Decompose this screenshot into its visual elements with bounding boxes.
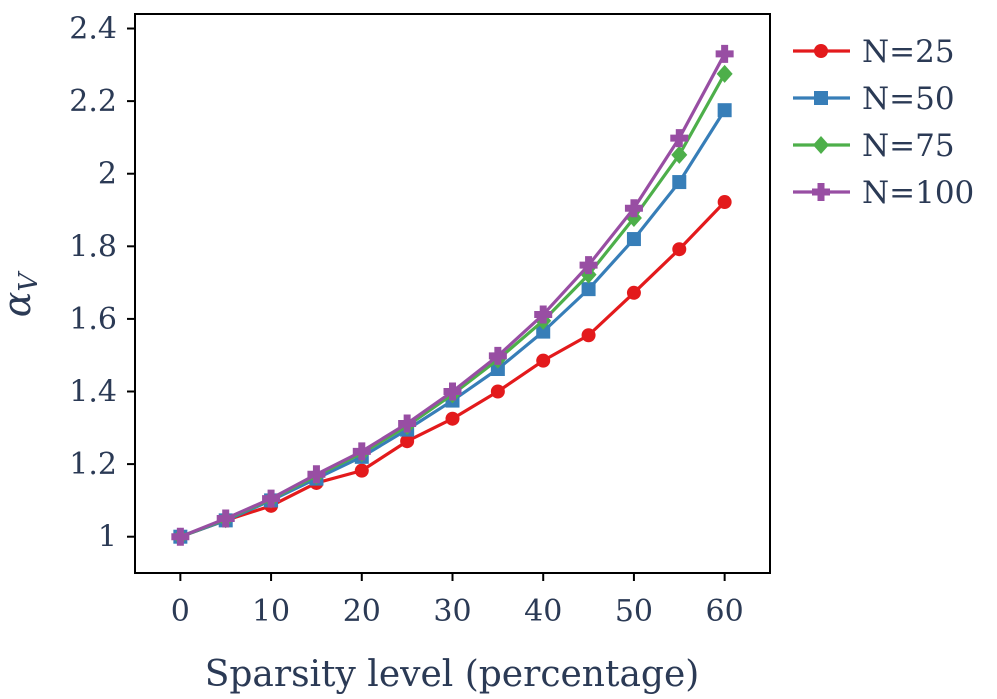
legend-item-n50: N=50 <box>793 81 955 117</box>
data-point-n100 <box>352 442 371 461</box>
series-n100 <box>171 44 734 546</box>
data-point-n100 <box>488 346 507 365</box>
legend-label: N=75 <box>862 128 955 164</box>
series-n50 <box>173 103 732 544</box>
data-point-n25 <box>536 353 551 368</box>
data-point-n50 <box>536 324 551 339</box>
y-tick-label: 1.4 <box>69 375 117 410</box>
data-point-n100 <box>307 465 326 484</box>
x-tick-label: 30 <box>433 594 471 629</box>
y-tick-label: 1 <box>98 520 117 555</box>
legend-marker <box>814 91 828 105</box>
data-point-n50 <box>717 103 732 118</box>
data-point-n100 <box>579 256 598 275</box>
data-point-n50 <box>626 232 641 247</box>
data-point-n50 <box>672 175 687 190</box>
y-axis-label-symbol: α <box>0 292 39 318</box>
legend-label: N=100 <box>862 175 974 211</box>
y-tick-label: 2 <box>98 157 117 192</box>
legend: N=25 N=50 N=75 N=100 <box>793 34 974 211</box>
data-point-n100 <box>443 382 462 401</box>
y-axis-ticks: 1 1.2 1.4 1.6 1.8 2 2.2 2.4 <box>69 12 135 555</box>
x-tick-label: 60 <box>706 594 744 629</box>
data-point-n50 <box>581 282 596 297</box>
x-tick-label: 50 <box>615 594 653 629</box>
data-point-n100 <box>262 489 281 508</box>
data-point-n75 <box>671 145 688 164</box>
data-point-n100 <box>715 44 734 63</box>
data-point-n100 <box>534 305 553 324</box>
data-point-n25 <box>717 195 732 210</box>
series-line-n25 <box>179 200 726 539</box>
plot-area-frame <box>134 13 771 574</box>
legend-item-n25: N=25 <box>793 34 955 70</box>
series-line-n75 <box>179 73 727 539</box>
svg-text:αV: αV <box>0 271 44 318</box>
data-point-n25 <box>626 285 641 300</box>
data-point-n100 <box>216 509 235 528</box>
x-axis-label: Sparsity level (percentage) <box>205 654 700 695</box>
legend-marker <box>812 183 830 201</box>
x-axis-ticks: 0 10 20 30 40 50 60 <box>171 573 744 629</box>
y-tick-label: 1.8 <box>69 229 117 264</box>
data-point-n100 <box>171 527 190 546</box>
y-tick-label: 2.4 <box>69 12 117 47</box>
data-point-n25 <box>490 384 505 399</box>
x-tick-label: 20 <box>343 594 381 629</box>
data-point-n25 <box>445 411 460 426</box>
series-n25 <box>173 195 732 544</box>
legend-marker <box>813 136 829 154</box>
y-tick-label: 2.2 <box>69 84 117 119</box>
data-point-n50 <box>490 362 505 377</box>
y-tick-label: 1.2 <box>69 447 117 482</box>
data-point-n75 <box>716 64 733 83</box>
data-point-n25 <box>581 328 596 343</box>
data-point-n100 <box>398 414 417 433</box>
legend-item-n75: N=75 <box>793 128 955 164</box>
series-line-n100 <box>179 53 727 539</box>
series-line-n50 <box>179 109 726 539</box>
legend-marker <box>814 44 828 58</box>
data-point-n100 <box>624 199 643 218</box>
data-point-n25 <box>354 463 369 478</box>
legend-item-n100: N=100 <box>793 175 974 211</box>
data-point-n100 <box>670 129 689 148</box>
y-axis-label: αV <box>0 271 44 318</box>
x-tick-label: 0 <box>171 594 190 629</box>
x-tick-label: 10 <box>252 594 290 629</box>
data-point-n25 <box>400 434 415 449</box>
legend-label: N=50 <box>862 81 955 117</box>
data-point-n25 <box>672 242 687 257</box>
y-tick-label: 1.6 <box>69 302 117 337</box>
x-tick-label: 40 <box>524 594 562 629</box>
series-layer <box>171 44 734 546</box>
legend-label: N=25 <box>862 34 955 70</box>
y-axis-label-subscript: V <box>14 271 44 292</box>
series-n75 <box>172 64 733 546</box>
